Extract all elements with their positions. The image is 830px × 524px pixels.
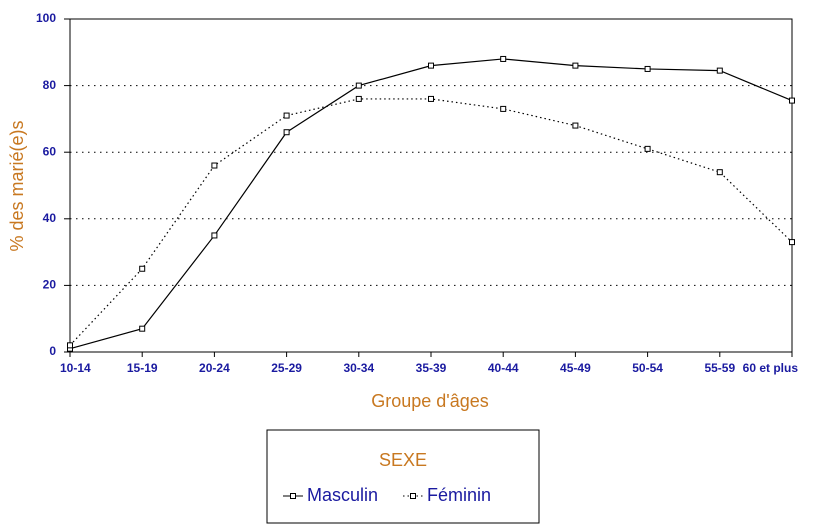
point-marker — [789, 239, 795, 246]
legend-title: SEXE — [379, 450, 427, 470]
x-tick-label: 55-59 — [704, 361, 735, 375]
legend-marker — [410, 493, 416, 499]
x-tick-label: 10-14 — [60, 361, 91, 375]
point-marker — [716, 67, 723, 74]
x-tick-label: 35-39 — [416, 361, 447, 375]
y-tick-label: 60 — [43, 144, 57, 158]
x-tick-label: 60 et plus — [743, 361, 799, 375]
point-marker — [428, 95, 434, 102]
y-axis-title: % des marié(e)s — [7, 120, 27, 251]
x-tick-label: 40-44 — [488, 361, 519, 375]
y-tick-label: 40 — [43, 211, 57, 225]
point-marker — [211, 232, 218, 239]
legend-label: Masculin — [307, 485, 378, 505]
point-marker — [716, 169, 723, 176]
point-marker — [139, 265, 146, 272]
y-tick-label: 0 — [49, 344, 56, 358]
point-marker — [355, 82, 362, 89]
legend-label: Féminin — [427, 485, 491, 505]
y-tick-label: 80 — [43, 78, 57, 92]
point-marker — [572, 62, 579, 69]
x-axis-title: Groupe d'âges — [371, 391, 489, 411]
y-tick-label: 20 — [43, 278, 57, 292]
point-marker — [644, 145, 651, 152]
point-marker — [355, 95, 362, 102]
x-tick-label: 50-54 — [632, 361, 663, 375]
point-marker — [500, 55, 507, 62]
x-tick-label: 20-24 — [199, 361, 230, 375]
series-line — [69, 58, 793, 350]
point-marker — [283, 112, 290, 119]
legend-marker — [290, 493, 296, 499]
point-marker — [67, 342, 73, 349]
legend-box — [266, 429, 540, 524]
point-marker — [572, 122, 579, 129]
point-marker — [644, 65, 651, 72]
y-tick-label: 100 — [36, 11, 56, 25]
point-marker — [211, 162, 218, 169]
x-tick-label: 45-49 — [560, 361, 591, 375]
point-marker — [428, 62, 434, 69]
x-tick-label: 15-19 — [127, 361, 158, 375]
point-marker — [283, 129, 290, 136]
point-marker — [139, 325, 146, 332]
series-line — [69, 98, 793, 346]
x-tick-label: 30-34 — [343, 361, 374, 375]
x-tick-label: 25-29 — [271, 361, 302, 375]
point-marker — [500, 105, 507, 112]
point-marker — [789, 97, 795, 104]
plot-frame — [69, 18, 793, 353]
